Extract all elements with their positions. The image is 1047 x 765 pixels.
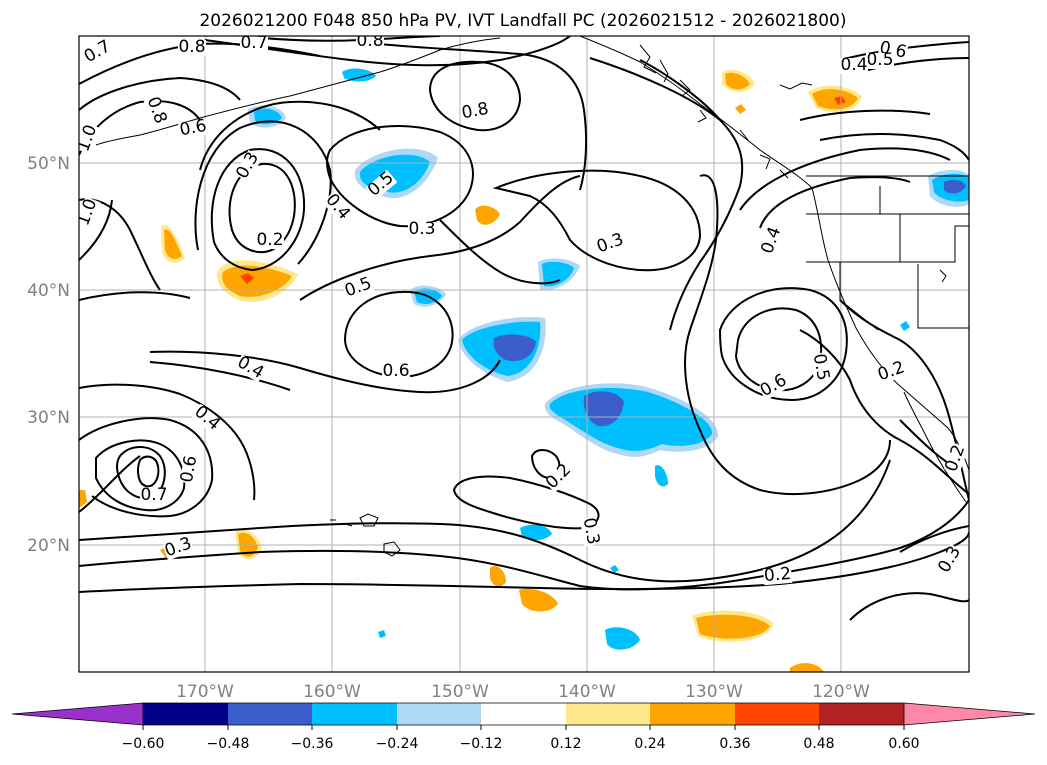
contour-label: 0.2 (763, 564, 792, 586)
contour-label: 0.7 (240, 33, 267, 53)
contour-label: 0.4 (840, 55, 867, 75)
colorbar-tick: 0.12 (550, 736, 581, 752)
lat-label-20n: 20°N (27, 536, 70, 556)
contour-label: 0.5 (809, 352, 833, 382)
colorbar-bin (397, 703, 481, 725)
contour-label: 0.5 (866, 50, 893, 70)
colorbar-tick: −0.48 (207, 736, 250, 752)
contour-label: 0.6 (382, 361, 409, 381)
lat-label-30n: 30°N (27, 408, 70, 428)
contour-labels: 0.7 0.8 0.7 0.8 0.6 0.5 0.4 0.8 0.8 0.6 … (79, 31, 969, 586)
colorbar-bin (650, 703, 735, 725)
colorbar-bin (566, 703, 650, 725)
lon-label-130w: 130°W (685, 682, 743, 702)
colorbar-bin (143, 703, 228, 725)
colorbar-tick: 0.36 (719, 736, 750, 752)
lon-label-120w: 120°W (812, 682, 870, 702)
contour-label: 0.8 (178, 37, 205, 57)
colorbar-bin (735, 703, 819, 725)
contour-label: 0.7 (140, 485, 167, 505)
contour-label: 0.2 (256, 230, 283, 250)
lon-label-170w: 170°W (176, 682, 234, 702)
lat-label-40n: 40°N (27, 281, 70, 301)
contour-label: 0.6 (177, 454, 201, 484)
contours (79, 36, 969, 621)
colorbar-bin (312, 703, 397, 725)
longitude-labels: 170°W 160°W 150°W 140°W 130°W 120°W (176, 682, 870, 702)
lon-label-160w: 160°W (303, 682, 361, 702)
colorbar-bin (481, 703, 566, 725)
colorbar-extend-max (903, 702, 1036, 726)
colorbar-tick: −0.12 (460, 736, 503, 752)
colorbar-tick: −0.24 (376, 736, 419, 752)
coastlines (95, 36, 969, 557)
lon-label-140w: 140°W (558, 682, 616, 702)
contour-label: 0.8 (356, 31, 383, 51)
contour-label: 0.3 (408, 219, 435, 239)
colorbar: −0.60 −0.48 −0.36 −0.24 −0.12 0.12 0.24 … (11, 702, 1036, 752)
lat-label-50n: 50°N (27, 154, 70, 174)
colorbar-tick: 0.48 (803, 736, 834, 752)
contour-label: 0.8 (460, 99, 490, 123)
colorbar-tick: 0.24 (634, 736, 665, 752)
colorbar-bin (819, 703, 904, 725)
colorbar-bin (228, 703, 312, 725)
colorbar-tick: −0.36 (291, 736, 334, 752)
colorbar-tick: 0.60 (888, 736, 919, 752)
colorbar-tick: −0.60 (122, 736, 165, 752)
contour-label: 0.3 (579, 516, 603, 546)
gridlines (79, 36, 969, 672)
map-frame (78, 35, 970, 673)
lon-label-150w: 150°W (431, 682, 489, 702)
contour-label: 0.6 (178, 116, 208, 140)
colorbar-extend-min (11, 702, 144, 726)
map-panel: 0.7 0.8 0.7 0.8 0.6 0.5 0.4 0.8 0.8 0.6 … (79, 31, 969, 672)
latitude-labels: 50°N 40°N 30°N 20°N (27, 154, 70, 556)
map-title: 2026021200 F048 850 hPa PV, IVT Landfall… (199, 11, 846, 31)
